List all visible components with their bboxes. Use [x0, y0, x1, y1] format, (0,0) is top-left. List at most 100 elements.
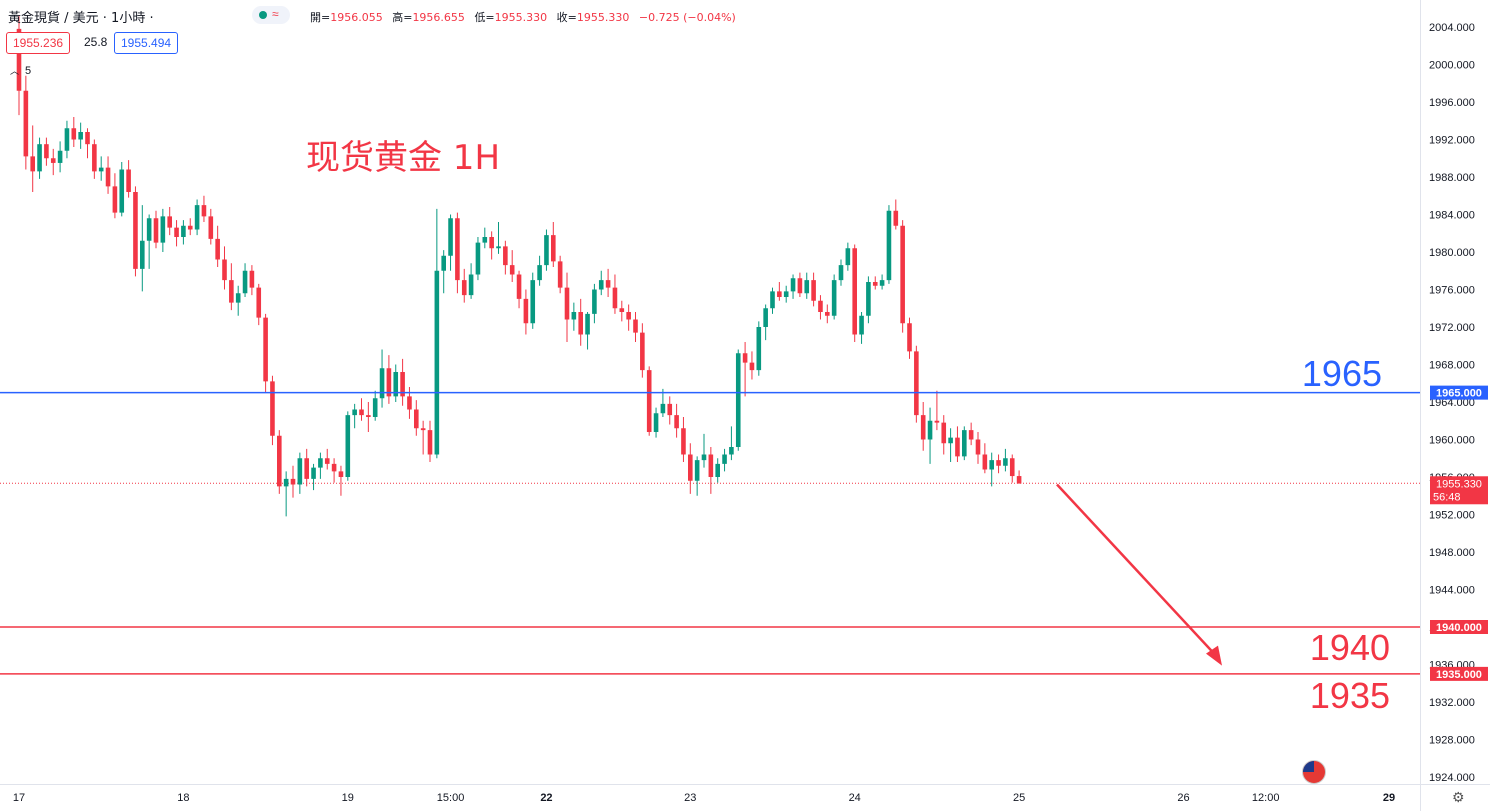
candle-body[interactable] [201, 205, 207, 217]
candle-body[interactable] [996, 460, 1001, 466]
sell-price-button[interactable]: 1955.236 [6, 32, 71, 54]
candle-body[interactable] [311, 467, 316, 479]
candle-body[interactable] [818, 300, 823, 312]
candle-body[interactable] [708, 454, 714, 478]
candle-body[interactable] [893, 210, 899, 226]
candle-body[interactable] [420, 428, 426, 431]
candle-body[interactable] [57, 150, 63, 163]
candle-body[interactable] [414, 409, 419, 429]
candle-body[interactable] [153, 218, 159, 243]
candle-body[interactable] [256, 287, 262, 318]
candle-body[interactable] [482, 237, 488, 243]
candle-body[interactable] [681, 428, 686, 455]
candle-body[interactable] [71, 128, 77, 140]
candle-body[interactable] [324, 458, 330, 464]
candle-body[interactable] [872, 282, 878, 286]
candle-body[interactable] [735, 353, 741, 447]
candle-body[interactable] [804, 280, 810, 294]
candle-body[interactable] [968, 430, 974, 440]
candle-body[interactable] [852, 248, 857, 335]
candle-body[interactable] [633, 319, 638, 333]
candle-body[interactable] [427, 430, 433, 455]
candle-body[interactable] [215, 238, 220, 260]
candle-body[interactable] [270, 381, 275, 436]
candle-body[interactable] [112, 186, 118, 213]
candle-body[interactable] [16, 28, 22, 91]
candle-body[interactable] [235, 293, 241, 303]
candle-body[interactable] [571, 312, 577, 320]
candle-body[interactable] [845, 248, 851, 266]
candle-body[interactable] [831, 280, 837, 316]
candle-body[interactable] [920, 415, 926, 440]
candle-body[interactable] [92, 144, 97, 172]
forecast-arrow-shaft[interactable] [1056, 483, 1217, 657]
candle-body[interactable] [441, 255, 446, 271]
candle-body[interactable] [701, 454, 707, 461]
candle-body[interactable] [962, 430, 967, 457]
candle-body[interactable] [496, 246, 501, 249]
candle-body[interactable] [1016, 476, 1022, 484]
candle-body[interactable] [30, 156, 35, 172]
candle-body[interactable] [119, 169, 125, 213]
candle-body[interactable] [715, 463, 720, 477]
candle-body[interactable] [331, 463, 337, 472]
candle-body[interactable] [777, 291, 782, 297]
candle-body[interactable] [859, 315, 864, 335]
candle-body[interactable] [475, 242, 481, 275]
candle-body[interactable] [934, 420, 940, 423]
candle-body[interactable] [400, 372, 405, 397]
candle-body[interactable] [688, 454, 693, 481]
candle-body[interactable] [564, 287, 570, 320]
candle-body[interactable] [660, 403, 666, 414]
candle-body[interactable] [722, 454, 727, 464]
candle-body[interactable] [359, 409, 364, 416]
candle-body[interactable] [105, 167, 111, 187]
candle-body[interactable] [290, 478, 296, 485]
candle-body[interactable] [277, 435, 282, 487]
candle-body[interactable] [530, 280, 536, 324]
candle-body[interactable] [551, 235, 556, 262]
candle-body[interactable] [598, 280, 604, 290]
candle-body[interactable] [825, 312, 830, 316]
candle-body[interactable] [372, 398, 378, 417]
candle-body[interactable] [742, 353, 748, 363]
candle-body[interactable] [619, 308, 625, 312]
candle-body[interactable] [982, 454, 988, 470]
candle-body[interactable] [249, 270, 255, 288]
candle-body[interactable] [44, 144, 49, 159]
candle-body[interactable] [503, 246, 508, 266]
candle-body[interactable] [489, 237, 494, 249]
buy-price-button[interactable]: 1955.494 [114, 32, 179, 54]
candle-body[interactable] [23, 90, 29, 157]
candle-body[interactable] [1003, 458, 1008, 466]
candle-body[interactable] [900, 225, 905, 324]
candle-body[interactable] [50, 158, 56, 163]
candle-body[interactable] [975, 439, 981, 455]
candle-body[interactable] [592, 289, 597, 314]
candle-body[interactable] [393, 372, 399, 397]
candle-body[interactable] [386, 368, 392, 397]
candle-body[interactable] [174, 227, 179, 237]
candle-body[interactable] [749, 362, 755, 371]
candle-body[interactable] [783, 291, 789, 297]
candle-body[interactable] [167, 216, 172, 228]
candle-body[interactable] [674, 415, 679, 429]
candle-body[interactable] [146, 218, 152, 241]
candle-body[interactable] [85, 132, 90, 145]
candle-body[interactable] [304, 458, 309, 479]
candle-body[interactable] [242, 270, 248, 294]
candle-body[interactable] [37, 144, 42, 172]
candle-body[interactable] [78, 132, 83, 140]
candle-body[interactable] [140, 240, 145, 269]
symbol-title[interactable]: 黃金現貨 / 美元 · 1小時 · [8, 11, 154, 26]
candle-body[interactable] [626, 312, 631, 320]
candle-body[interactable] [194, 205, 200, 230]
candle-body[interactable] [126, 169, 131, 193]
candle-body[interactable] [790, 278, 796, 292]
candle-body[interactable] [941, 422, 947, 444]
candle-body[interactable] [366, 415, 371, 417]
candle-body[interactable] [914, 351, 919, 416]
candle-body[interactable] [1009, 458, 1015, 477]
candle-body[interactable] [667, 403, 673, 416]
